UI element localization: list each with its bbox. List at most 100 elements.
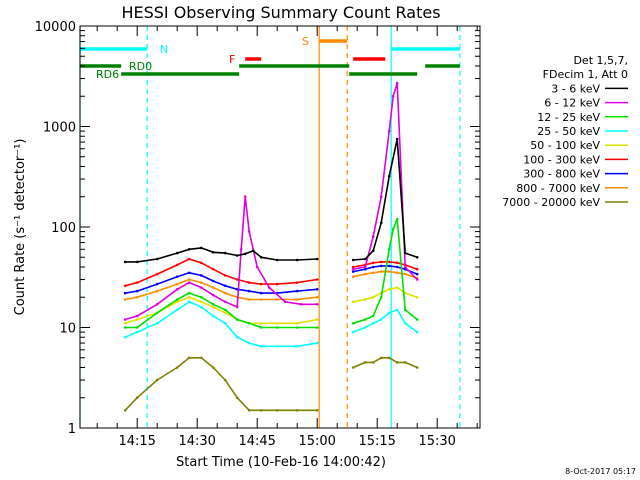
data-point	[259, 409, 263, 412]
flag-label: S	[302, 35, 309, 48]
data-point	[199, 281, 203, 284]
data-point	[371, 322, 375, 325]
data-point	[211, 279, 215, 283]
data-point	[295, 345, 299, 348]
data-point	[123, 284, 127, 288]
flag-s: S	[302, 35, 348, 48]
series-100-300-kev	[123, 257, 419, 288]
data-point	[351, 267, 355, 271]
data-point	[379, 270, 383, 273]
data-point	[403, 251, 407, 255]
data-point	[223, 300, 227, 304]
data-point	[155, 272, 159, 276]
data-point	[235, 396, 239, 400]
data-point	[223, 378, 227, 382]
data-point	[199, 356, 203, 360]
data-point	[135, 330, 139, 334]
data-point	[415, 278, 419, 281]
data-point	[387, 248, 391, 251]
data-point	[123, 298, 127, 301]
data-point	[295, 322, 299, 325]
data-point	[395, 265, 399, 269]
series-25-50-kev	[123, 300, 419, 348]
data-point	[395, 361, 399, 364]
data-point	[379, 356, 383, 360]
data-point	[395, 271, 399, 275]
data-point	[223, 322, 227, 325]
flag-label: RD0	[129, 60, 152, 73]
data-point	[371, 249, 375, 253]
data-point	[315, 303, 319, 306]
legend-label: 7000 - 20000 keV	[502, 196, 600, 209]
data-point	[387, 288, 391, 291]
data-point	[123, 409, 127, 412]
series-7000-20000-kev	[123, 356, 419, 412]
data-point	[235, 318, 239, 321]
legend-header: Det 1,5,7,	[573, 54, 628, 67]
data-point	[243, 195, 247, 198]
data-point	[379, 195, 383, 198]
data-point	[135, 260, 139, 264]
data-point	[199, 305, 203, 309]
data-point	[199, 261, 203, 265]
legend-label: 6 - 12 keV	[544, 97, 600, 110]
flag-n: N	[80, 43, 460, 56]
axes: 14:15 14:30 14:45 15:00 15:15 15:30 1 10 100 1000…	[35, 20, 480, 449]
data-point	[315, 318, 319, 321]
data-point	[315, 288, 319, 291]
series-12-25-kev	[123, 217, 419, 329]
data-point	[395, 137, 399, 141]
data-point	[295, 281, 299, 284]
data-point	[175, 366, 179, 369]
data-point	[415, 366, 419, 369]
data-point	[371, 361, 375, 364]
data-point	[187, 248, 191, 251]
data-point	[295, 409, 299, 412]
data-point	[371, 295, 375, 299]
data-point	[175, 298, 179, 301]
data-point	[351, 330, 355, 334]
legend-label: 800 - 7000 keV	[516, 182, 600, 195]
data-point	[315, 409, 319, 412]
data-point	[371, 235, 375, 238]
data-point	[247, 341, 251, 345]
data-point	[135, 314, 139, 318]
legend-label: 3 - 6 keV	[551, 82, 600, 95]
data-point	[387, 356, 391, 360]
data-point	[379, 295, 383, 299]
data-point	[175, 288, 179, 291]
data-point	[275, 298, 279, 301]
legend-label: 25 - 50 keV	[537, 125, 600, 138]
data-point	[363, 326, 367, 329]
y-axis-label: Count Rate (s⁻¹ detector⁻¹)	[13, 139, 28, 316]
data-point	[363, 257, 367, 261]
data-point	[175, 263, 179, 267]
data-point	[415, 330, 419, 334]
data-point	[363, 267, 367, 271]
data-point	[235, 278, 239, 281]
data-point	[251, 249, 255, 253]
data-point	[267, 286, 271, 289]
data-point	[275, 409, 279, 412]
data-point	[199, 274, 203, 277]
data-point	[395, 81, 399, 85]
x-axis-label: Start Time (10-Feb-16 14:00:42)	[176, 455, 386, 470]
data-point	[243, 252, 247, 256]
y-tick-label: 10	[59, 322, 76, 337]
data-point	[395, 217, 399, 221]
data-point	[395, 286, 399, 289]
data-point	[187, 257, 191, 261]
data-point	[275, 282, 279, 286]
data-point	[275, 322, 279, 325]
data-point	[187, 356, 191, 360]
data-point	[387, 270, 391, 273]
data-point	[175, 300, 179, 304]
data-point	[239, 248, 243, 251]
data-point	[371, 314, 375, 318]
data-point	[247, 289, 251, 293]
data-point	[175, 308, 179, 312]
data-point	[123, 335, 127, 339]
data-point	[259, 291, 263, 295]
data-point	[391, 94, 395, 98]
data-point	[155, 322, 159, 325]
